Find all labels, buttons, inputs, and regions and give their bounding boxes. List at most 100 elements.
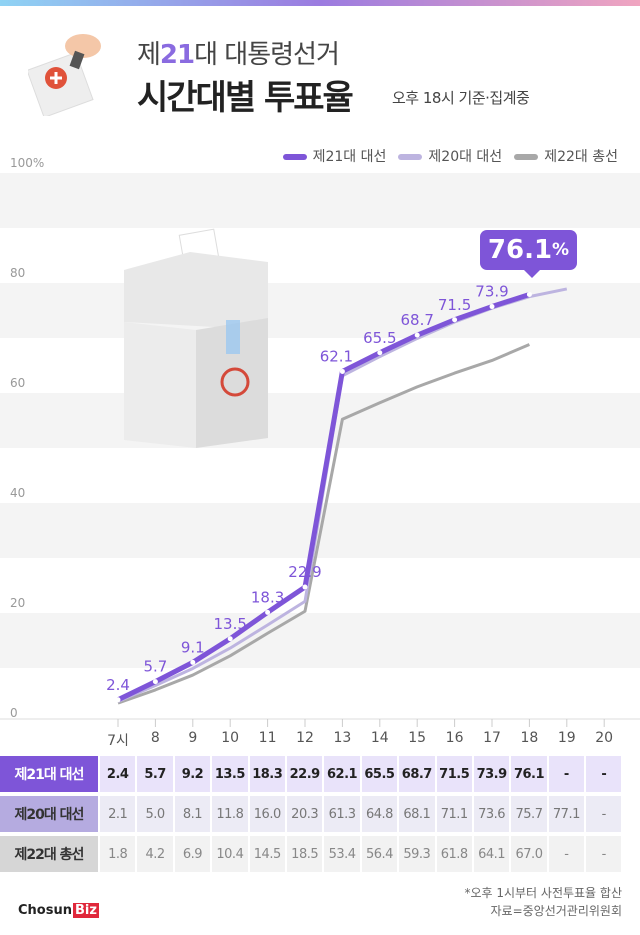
voting-hand-illustration bbox=[28, 34, 101, 116]
table-cell: 73.6 bbox=[471, 796, 510, 832]
legend-item-20: 제20대 대선 bbox=[398, 146, 502, 166]
table-cell: 61.3 bbox=[322, 796, 360, 832]
table-cell: 65.5 bbox=[359, 756, 398, 792]
point-label: 5.7 bbox=[143, 658, 167, 676]
data-point bbox=[526, 291, 532, 297]
table-cell: 5.7 bbox=[135, 756, 173, 792]
data-point bbox=[190, 659, 196, 665]
table-cell: 56.4 bbox=[359, 836, 398, 872]
table-cell: 2.4 bbox=[98, 756, 136, 792]
point-label: 2.4 bbox=[106, 676, 130, 694]
table-cell: 73.9 bbox=[471, 756, 510, 792]
table-cell: 76.1 bbox=[509, 756, 547, 792]
data-point bbox=[227, 636, 233, 642]
table-cell: 77.1 bbox=[546, 796, 585, 832]
footnote: *오후 1시부터 사전투표율 합산 자료=중앙선거관리위원회 bbox=[464, 886, 622, 918]
grid-band bbox=[0, 173, 640, 228]
table-cell: 18.3 bbox=[247, 756, 285, 792]
line-chart: 100% 80 60 40 20 0 2.4 5.7 9.1 13.5 18.322.9 62.1 65… bbox=[0, 156, 640, 727]
y-tick-label: 20 bbox=[10, 596, 25, 610]
point-label: 18.3 bbox=[251, 588, 284, 606]
table-cell: 13.5 bbox=[210, 756, 248, 792]
data-point bbox=[489, 304, 495, 310]
table-cell: 22.9 bbox=[284, 756, 323, 792]
table-cell: 4.2 bbox=[135, 836, 173, 872]
x-tick-label: 20 bbox=[595, 730, 614, 746]
point-label: 73.9 bbox=[475, 283, 508, 301]
title-main: 시간대별 투표율 bbox=[137, 78, 354, 118]
table-cell: 61.8 bbox=[434, 836, 472, 872]
table-cell: - bbox=[584, 756, 622, 792]
point-label: 22.9 bbox=[288, 563, 321, 581]
x-tick-label: 18 bbox=[520, 730, 539, 746]
chosunbiz-logo: Chosun Biz bbox=[18, 903, 99, 918]
data-point bbox=[377, 350, 383, 356]
x-tick-label: 7시 bbox=[107, 733, 129, 749]
table-cell: 1.8 bbox=[98, 836, 136, 872]
x-tick-label: 19 bbox=[557, 730, 576, 746]
ballot-box-illustration bbox=[124, 228, 268, 448]
table-cell: 6.9 bbox=[172, 836, 211, 872]
legend: 제21대 대선 제20대 대선 제22대 총선 bbox=[282, 146, 618, 166]
y-tick-label: 80 bbox=[10, 266, 25, 280]
table-cell: 68.1 bbox=[397, 796, 435, 832]
row-header: 제20대 대선 bbox=[0, 796, 98, 832]
table-row: 제22대 총선 1.8 4.2 6.9 10.4 14.5 18.5 53.4 56.4 59.3… bbox=[0, 836, 622, 872]
row-header: 제21대 대선 bbox=[0, 756, 98, 792]
series-line-2 bbox=[117, 343, 530, 705]
table-row: 제21대 대선 2.4 5.7 9.2 13.5 18.3 22.9 62.1 65.5 68.7… bbox=[0, 756, 622, 792]
x-tick-label: 13 bbox=[333, 730, 352, 746]
x-tick-label: 8 bbox=[150, 730, 160, 746]
legend-item-22: 제22대 총선 bbox=[514, 146, 618, 166]
y-tick-label: 0 bbox=[10, 706, 18, 720]
point-label: 9.1 bbox=[181, 638, 205, 656]
table-cell: 18.5 bbox=[284, 836, 323, 872]
table-cell: 2.1 bbox=[98, 796, 136, 832]
table-cell: 53.4 bbox=[322, 836, 360, 872]
data-point bbox=[414, 332, 420, 338]
table-cell: 59.3 bbox=[397, 836, 435, 872]
point-label: 62.1 bbox=[320, 347, 353, 365]
series-line-0 bbox=[116, 292, 531, 703]
point-label: 71.5 bbox=[438, 296, 471, 314]
table-cell: 68.7 bbox=[397, 756, 435, 792]
table-cell: 71.5 bbox=[434, 756, 472, 792]
table-cell: 20.3 bbox=[284, 796, 323, 832]
x-tick-label: 11 bbox=[258, 730, 277, 746]
x-tick-label: 10 bbox=[221, 730, 240, 746]
point-label: 68.7 bbox=[400, 311, 433, 329]
legend-item-21: 제21대 대선 bbox=[282, 146, 386, 166]
table-cell: 64.1 bbox=[471, 836, 510, 872]
table-cell: - bbox=[546, 756, 585, 792]
table-cell: 75.7 bbox=[509, 796, 547, 832]
title-election: 제21대 대통령선거 bbox=[137, 40, 340, 70]
data-point bbox=[339, 368, 345, 374]
table-cell: 9.2 bbox=[172, 756, 211, 792]
data-point bbox=[115, 697, 121, 703]
table-row: 제20대 대선 2.1 5.0 8.1 11.8 16.0 20.3 61.3 64.8 68.1… bbox=[0, 796, 622, 832]
data-point bbox=[302, 584, 308, 590]
x-tick-label: 16 bbox=[445, 730, 464, 746]
x-tick-label: 17 bbox=[483, 730, 501, 746]
grid-band bbox=[0, 613, 640, 668]
x-tick-label: 9 bbox=[188, 730, 198, 746]
y-tick-label: 40 bbox=[10, 486, 25, 500]
table-cell: 8.1 bbox=[172, 796, 211, 832]
y-tick-label: 60 bbox=[10, 376, 25, 390]
y-tick-label: 100% bbox=[10, 156, 44, 170]
grid-band bbox=[0, 283, 640, 338]
table-cell: 67.0 bbox=[509, 836, 547, 872]
table-cell: 64.8 bbox=[359, 796, 398, 832]
data-point bbox=[152, 679, 158, 685]
table-cell: - bbox=[584, 796, 622, 832]
data-point bbox=[265, 609, 271, 615]
table-cell: 10.4 bbox=[210, 836, 248, 872]
table-cell: 16.0 bbox=[247, 796, 285, 832]
grid-band bbox=[0, 393, 640, 448]
table-cell: 5.0 bbox=[135, 796, 173, 832]
x-tick-label: 14 bbox=[370, 730, 389, 746]
x-axis-labels: 7시 8 9 10 11 12 13 14 15 16 17 18 19 20 bbox=[0, 730, 640, 750]
callout-latest: 76.1% bbox=[480, 230, 577, 278]
point-label: 65.5 bbox=[363, 329, 396, 347]
top-gradient-bar bbox=[0, 0, 640, 6]
